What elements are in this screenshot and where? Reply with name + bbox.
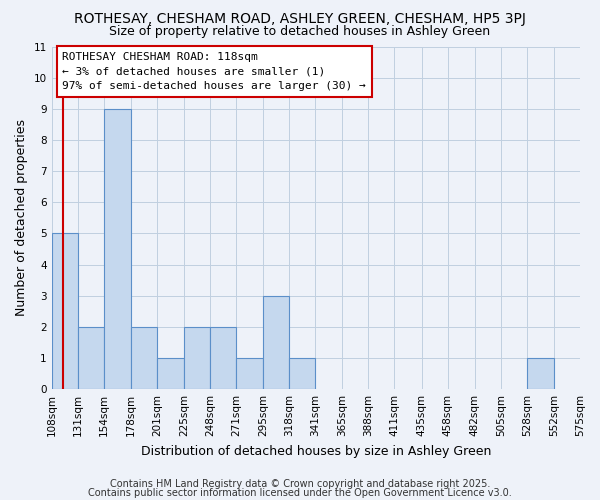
Bar (210, 327, 236, 389)
Bar (289, 358, 315, 389)
Text: Contains public sector information licensed under the Open Government Licence v3: Contains public sector information licen… (88, 488, 512, 498)
Y-axis label: Number of detached properties: Number of detached properties (15, 120, 28, 316)
Text: ROTHESAY, CHESHAM ROAD, ASHLEY GREEN, CHESHAM, HP5 3PJ: ROTHESAY, CHESHAM ROAD, ASHLEY GREEN, CH… (74, 12, 526, 26)
Bar (236, 358, 263, 389)
Bar (157, 358, 184, 389)
Bar (77, 327, 104, 389)
Bar (527, 358, 554, 389)
Text: Contains HM Land Registry data © Crown copyright and database right 2025.: Contains HM Land Registry data © Crown c… (110, 479, 490, 489)
X-axis label: Distribution of detached houses by size in Ashley Green: Distribution of detached houses by size … (140, 444, 491, 458)
Bar (131, 327, 157, 389)
Bar (104, 109, 131, 389)
Text: Size of property relative to detached houses in Ashley Green: Size of property relative to detached ho… (109, 25, 491, 38)
Bar (52, 234, 77, 389)
Text: ROTHESAY CHESHAM ROAD: 118sqm
← 3% of detached houses are smaller (1)
97% of sem: ROTHESAY CHESHAM ROAD: 118sqm ← 3% of de… (62, 52, 366, 91)
Bar (184, 327, 210, 389)
Bar (263, 296, 289, 389)
